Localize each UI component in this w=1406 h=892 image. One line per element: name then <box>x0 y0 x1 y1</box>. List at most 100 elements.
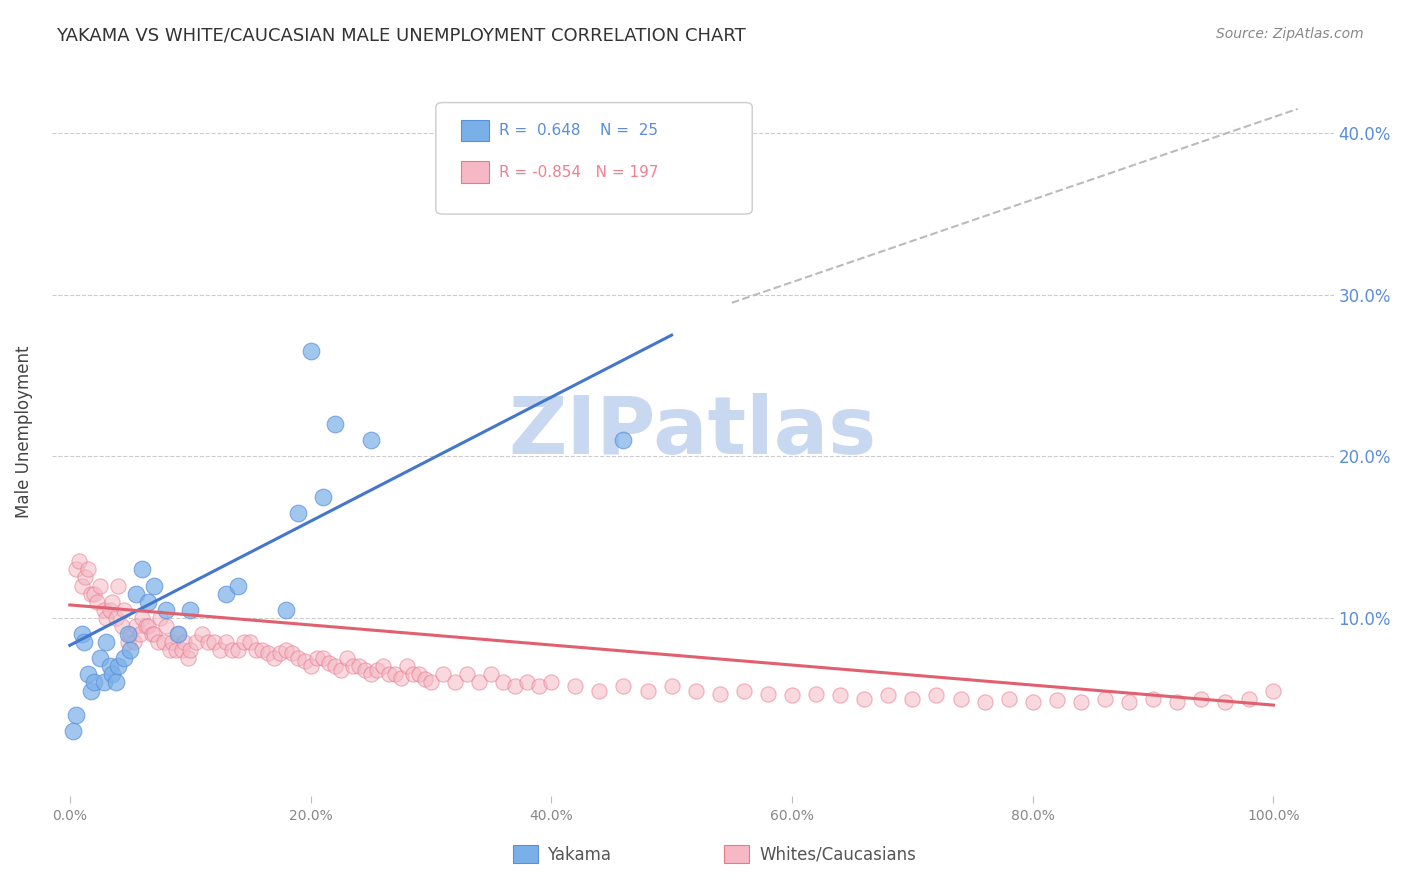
Point <box>165 643 187 657</box>
Point <box>152 635 174 649</box>
Point <box>1263 683 1285 698</box>
Point <box>170 643 193 657</box>
Point <box>287 651 309 665</box>
Point <box>62 723 84 738</box>
Point <box>402 667 425 681</box>
Point <box>685 683 707 698</box>
Point <box>444 675 467 690</box>
Point <box>98 603 121 617</box>
Point <box>780 689 803 703</box>
Point <box>1022 695 1045 709</box>
Point <box>226 578 249 592</box>
Point <box>107 659 129 673</box>
Point <box>479 667 502 681</box>
Point <box>395 659 418 673</box>
Point <box>378 667 401 681</box>
Point <box>131 611 153 625</box>
Point <box>177 651 200 665</box>
Point <box>73 635 96 649</box>
Point <box>191 627 214 641</box>
Point <box>1142 691 1164 706</box>
Y-axis label: Male Unemployment: Male Unemployment <box>15 346 32 518</box>
Point <box>186 635 208 649</box>
Point <box>456 667 478 681</box>
Point <box>492 675 515 690</box>
Point <box>110 619 132 633</box>
Point <box>94 611 117 625</box>
Point <box>311 490 333 504</box>
Point <box>804 687 827 701</box>
Point <box>901 691 924 706</box>
Point <box>1118 695 1140 709</box>
Point <box>294 655 316 669</box>
Point <box>118 627 141 641</box>
Point <box>112 651 135 665</box>
Point <box>360 667 382 681</box>
Point <box>136 595 159 609</box>
Point <box>311 651 333 665</box>
Point <box>516 675 538 690</box>
Point <box>269 647 291 661</box>
Point <box>529 679 551 693</box>
Point <box>540 675 562 690</box>
Point <box>853 691 876 706</box>
Point <box>1239 691 1261 706</box>
Point <box>1213 695 1236 709</box>
Point <box>70 627 93 641</box>
Point <box>612 679 634 693</box>
Point <box>564 679 586 693</box>
Point <box>257 647 280 661</box>
Point <box>329 663 352 677</box>
Point <box>323 417 346 431</box>
Point <box>146 635 169 649</box>
Point <box>336 651 359 665</box>
Text: Whites/Caucasians: Whites/Caucasians <box>759 846 917 863</box>
Point <box>733 683 755 698</box>
Point <box>997 691 1019 706</box>
Point <box>179 643 201 657</box>
Point <box>143 627 166 641</box>
Point <box>215 635 238 649</box>
Point <box>299 344 322 359</box>
Point <box>925 689 948 703</box>
Point <box>125 587 148 601</box>
Point <box>1094 691 1116 706</box>
Point <box>299 659 322 673</box>
Point <box>413 673 436 687</box>
Point <box>252 643 274 657</box>
Point <box>98 659 121 673</box>
Point <box>276 643 298 657</box>
Point <box>118 643 141 657</box>
Point <box>305 651 328 665</box>
Point <box>159 643 181 657</box>
Point <box>131 562 153 576</box>
Point <box>173 635 195 649</box>
Point <box>143 578 166 592</box>
Point <box>179 603 201 617</box>
Point <box>221 643 243 657</box>
Point <box>389 671 412 685</box>
Text: R = -0.854   N = 197: R = -0.854 N = 197 <box>499 165 658 179</box>
Point <box>65 707 87 722</box>
Point <box>93 675 115 690</box>
Point <box>276 603 298 617</box>
Point <box>1070 695 1092 709</box>
Point <box>347 659 370 673</box>
Point <box>503 679 526 693</box>
Point <box>226 643 249 657</box>
Point <box>93 603 115 617</box>
Point <box>136 619 159 633</box>
Text: Yakama: Yakama <box>547 846 612 863</box>
Point <box>209 643 232 657</box>
Point <box>233 635 256 649</box>
Point <box>155 619 177 633</box>
Point <box>287 506 309 520</box>
Point <box>167 627 190 641</box>
Point <box>149 611 172 625</box>
Point <box>104 675 127 690</box>
Point <box>366 663 388 677</box>
Point <box>65 562 87 576</box>
Point <box>353 663 375 677</box>
Point <box>408 667 430 681</box>
Point <box>830 689 852 703</box>
